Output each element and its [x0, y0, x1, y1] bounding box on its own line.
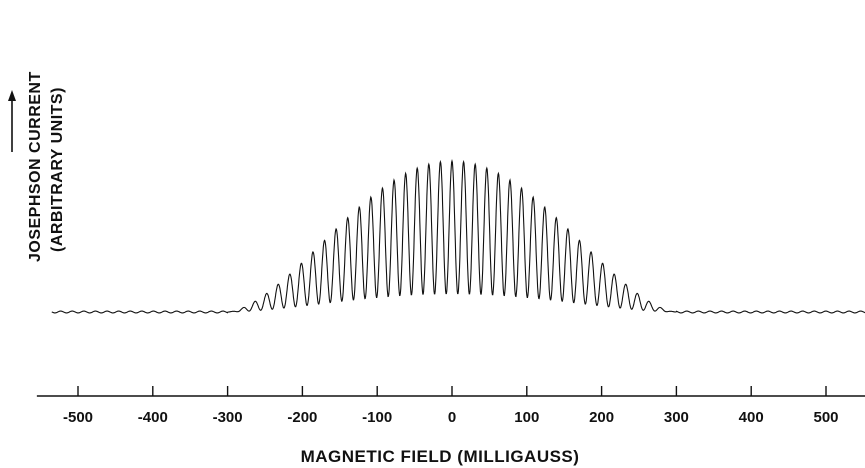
- y-axis-label-line-1: JOSEPHSON CURRENT: [27, 71, 44, 262]
- x-tick-label: 0: [448, 409, 456, 426]
- x-tick-label: 300: [664, 409, 689, 426]
- x-tick-label: 100: [514, 409, 539, 426]
- x-axis: -500 -400 -300 -200 -100 0 100 200 300 400 500: [36, 386, 865, 426]
- x-tick-label: -400: [138, 409, 168, 426]
- x-axis-title: MAGNETIC FIELD (MILLIGAUSS): [301, 447, 580, 466]
- x-tick-label: -100: [362, 409, 392, 426]
- y-axis-label-line-2: (ARBITRARY UNITS): [49, 87, 66, 252]
- x-tick-label: 500: [813, 409, 838, 426]
- x-tick-label: -500: [63, 409, 93, 426]
- x-tick-label: -200: [287, 409, 317, 426]
- y-axis-arrow-head: [8, 90, 16, 101]
- x-axis-ticks: -500 -400 -300 -200 -100 0 100 200 300 400 500: [63, 386, 839, 426]
- josephson-current-curve: [51, 158, 865, 314]
- x-tick-label: 200: [589, 409, 614, 426]
- y-axis-label-group: JOSEPHSON CURRENT (ARBITRARY UNITS): [8, 71, 66, 262]
- x-tick-label: -300: [213, 409, 243, 426]
- x-tick-label: 400: [739, 409, 764, 426]
